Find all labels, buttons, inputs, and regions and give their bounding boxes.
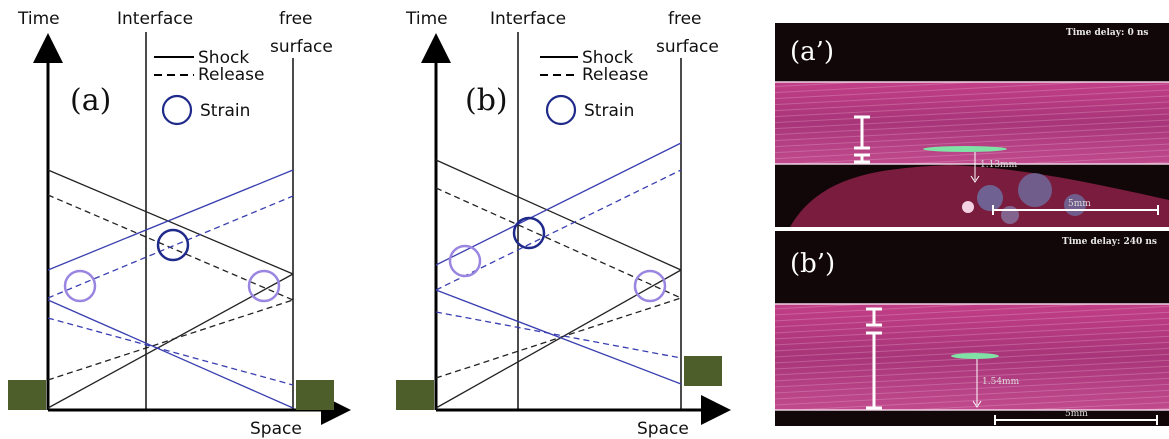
thickness-marker <box>866 307 882 410</box>
strain-circle-left <box>63 269 97 303</box>
space-label: Space <box>637 419 689 439</box>
free-surface-block <box>684 356 722 386</box>
time-delay-label: Time delay: 240 ns <box>1062 237 1157 247</box>
shock-line <box>435 269 682 409</box>
thickness-marker <box>854 115 870 164</box>
panel-label-a: (a) <box>70 83 111 118</box>
diagram-a: Time Interface free surface Space (a) Sh… <box>8 9 351 439</box>
shock-line <box>435 159 682 271</box>
micrograph-panel-label: (b’) <box>790 249 835 279</box>
legend-a: Shock Release Strain <box>154 48 264 126</box>
scale-bar-label: 5mm <box>1065 409 1088 419</box>
shock-line <box>47 273 294 409</box>
release-line <box>435 187 682 299</box>
time-label: Time <box>405 9 448 29</box>
interface-label: Interface <box>490 9 566 29</box>
wave-lines-b <box>435 142 682 409</box>
strain-circle-interface <box>156 228 190 262</box>
debris-highlight <box>962 201 974 213</box>
release-line <box>435 297 682 379</box>
shock-line <box>47 169 294 275</box>
micrograph-panel-label: (a’) <box>790 37 834 67</box>
time-delay-label: Time delay: 0 ns <box>1066 28 1148 38</box>
measurement-arrow <box>970 152 980 183</box>
micrograph-divider <box>775 227 1169 231</box>
strain-circle-left <box>448 244 482 278</box>
release-line <box>47 299 294 381</box>
legend-strain-icon <box>161 94 193 126</box>
release-line-blue <box>435 311 682 359</box>
surface-label: surface <box>656 37 719 57</box>
measurement-arrow <box>972 359 982 408</box>
free-label: free <box>279 9 313 29</box>
strain-circle-right <box>633 269 667 303</box>
strain-circle-interface <box>512 216 546 250</box>
release-line-blue <box>47 317 294 386</box>
strain-circle-right <box>247 269 281 303</box>
legend-release-label: Release <box>582 65 648 85</box>
time-label: Time <box>17 9 60 29</box>
legend-shock-label: Shock <box>582 48 633 68</box>
micrograph-b-prime: 1.54mm Time delay: 240 ns (b’) 5mm <box>775 231 1169 426</box>
legend-strain-label: Strain <box>584 101 634 121</box>
shock-line-blue <box>435 289 682 385</box>
legend-release-label: Release <box>198 65 264 85</box>
legend-shock-label: Shock <box>198 48 249 68</box>
shock-line-blue <box>435 142 682 266</box>
shock-line-blue <box>47 299 294 409</box>
spall-region <box>923 146 1007 152</box>
impactor-block <box>8 380 46 410</box>
crystal-debris <box>977 185 1003 211</box>
spall-region <box>951 353 999 359</box>
micrograph-a-prime: 1.13mm Time delay: 0 ns (a’) 5mm <box>775 23 1169 227</box>
surface-label: surface <box>270 37 333 57</box>
interface-label: Interface <box>117 9 193 29</box>
measurement-label: 1.13mm <box>980 160 1018 170</box>
free-label: free <box>668 9 702 29</box>
diagram-b: Time Interface free surface Space (b) Sh… <box>396 9 731 439</box>
measurement-label: 1.54mm <box>982 377 1020 387</box>
legend-b: Shock Release Strain <box>540 48 648 126</box>
wave-lines-a <box>47 169 294 409</box>
shock-line-blue <box>47 169 294 271</box>
free-surface-block <box>296 380 334 410</box>
panel-label-b: (b) <box>465 83 508 118</box>
release-line-blue <box>47 195 294 299</box>
legend-strain-icon <box>545 94 577 126</box>
space-label: Space <box>250 419 302 439</box>
impactor-block <box>396 380 434 410</box>
scale-bar-label: 5mm <box>1068 199 1091 209</box>
legend-strain-label: Strain <box>200 101 250 121</box>
crystal-debris <box>1001 206 1019 224</box>
crystal-debris <box>1018 173 1052 207</box>
